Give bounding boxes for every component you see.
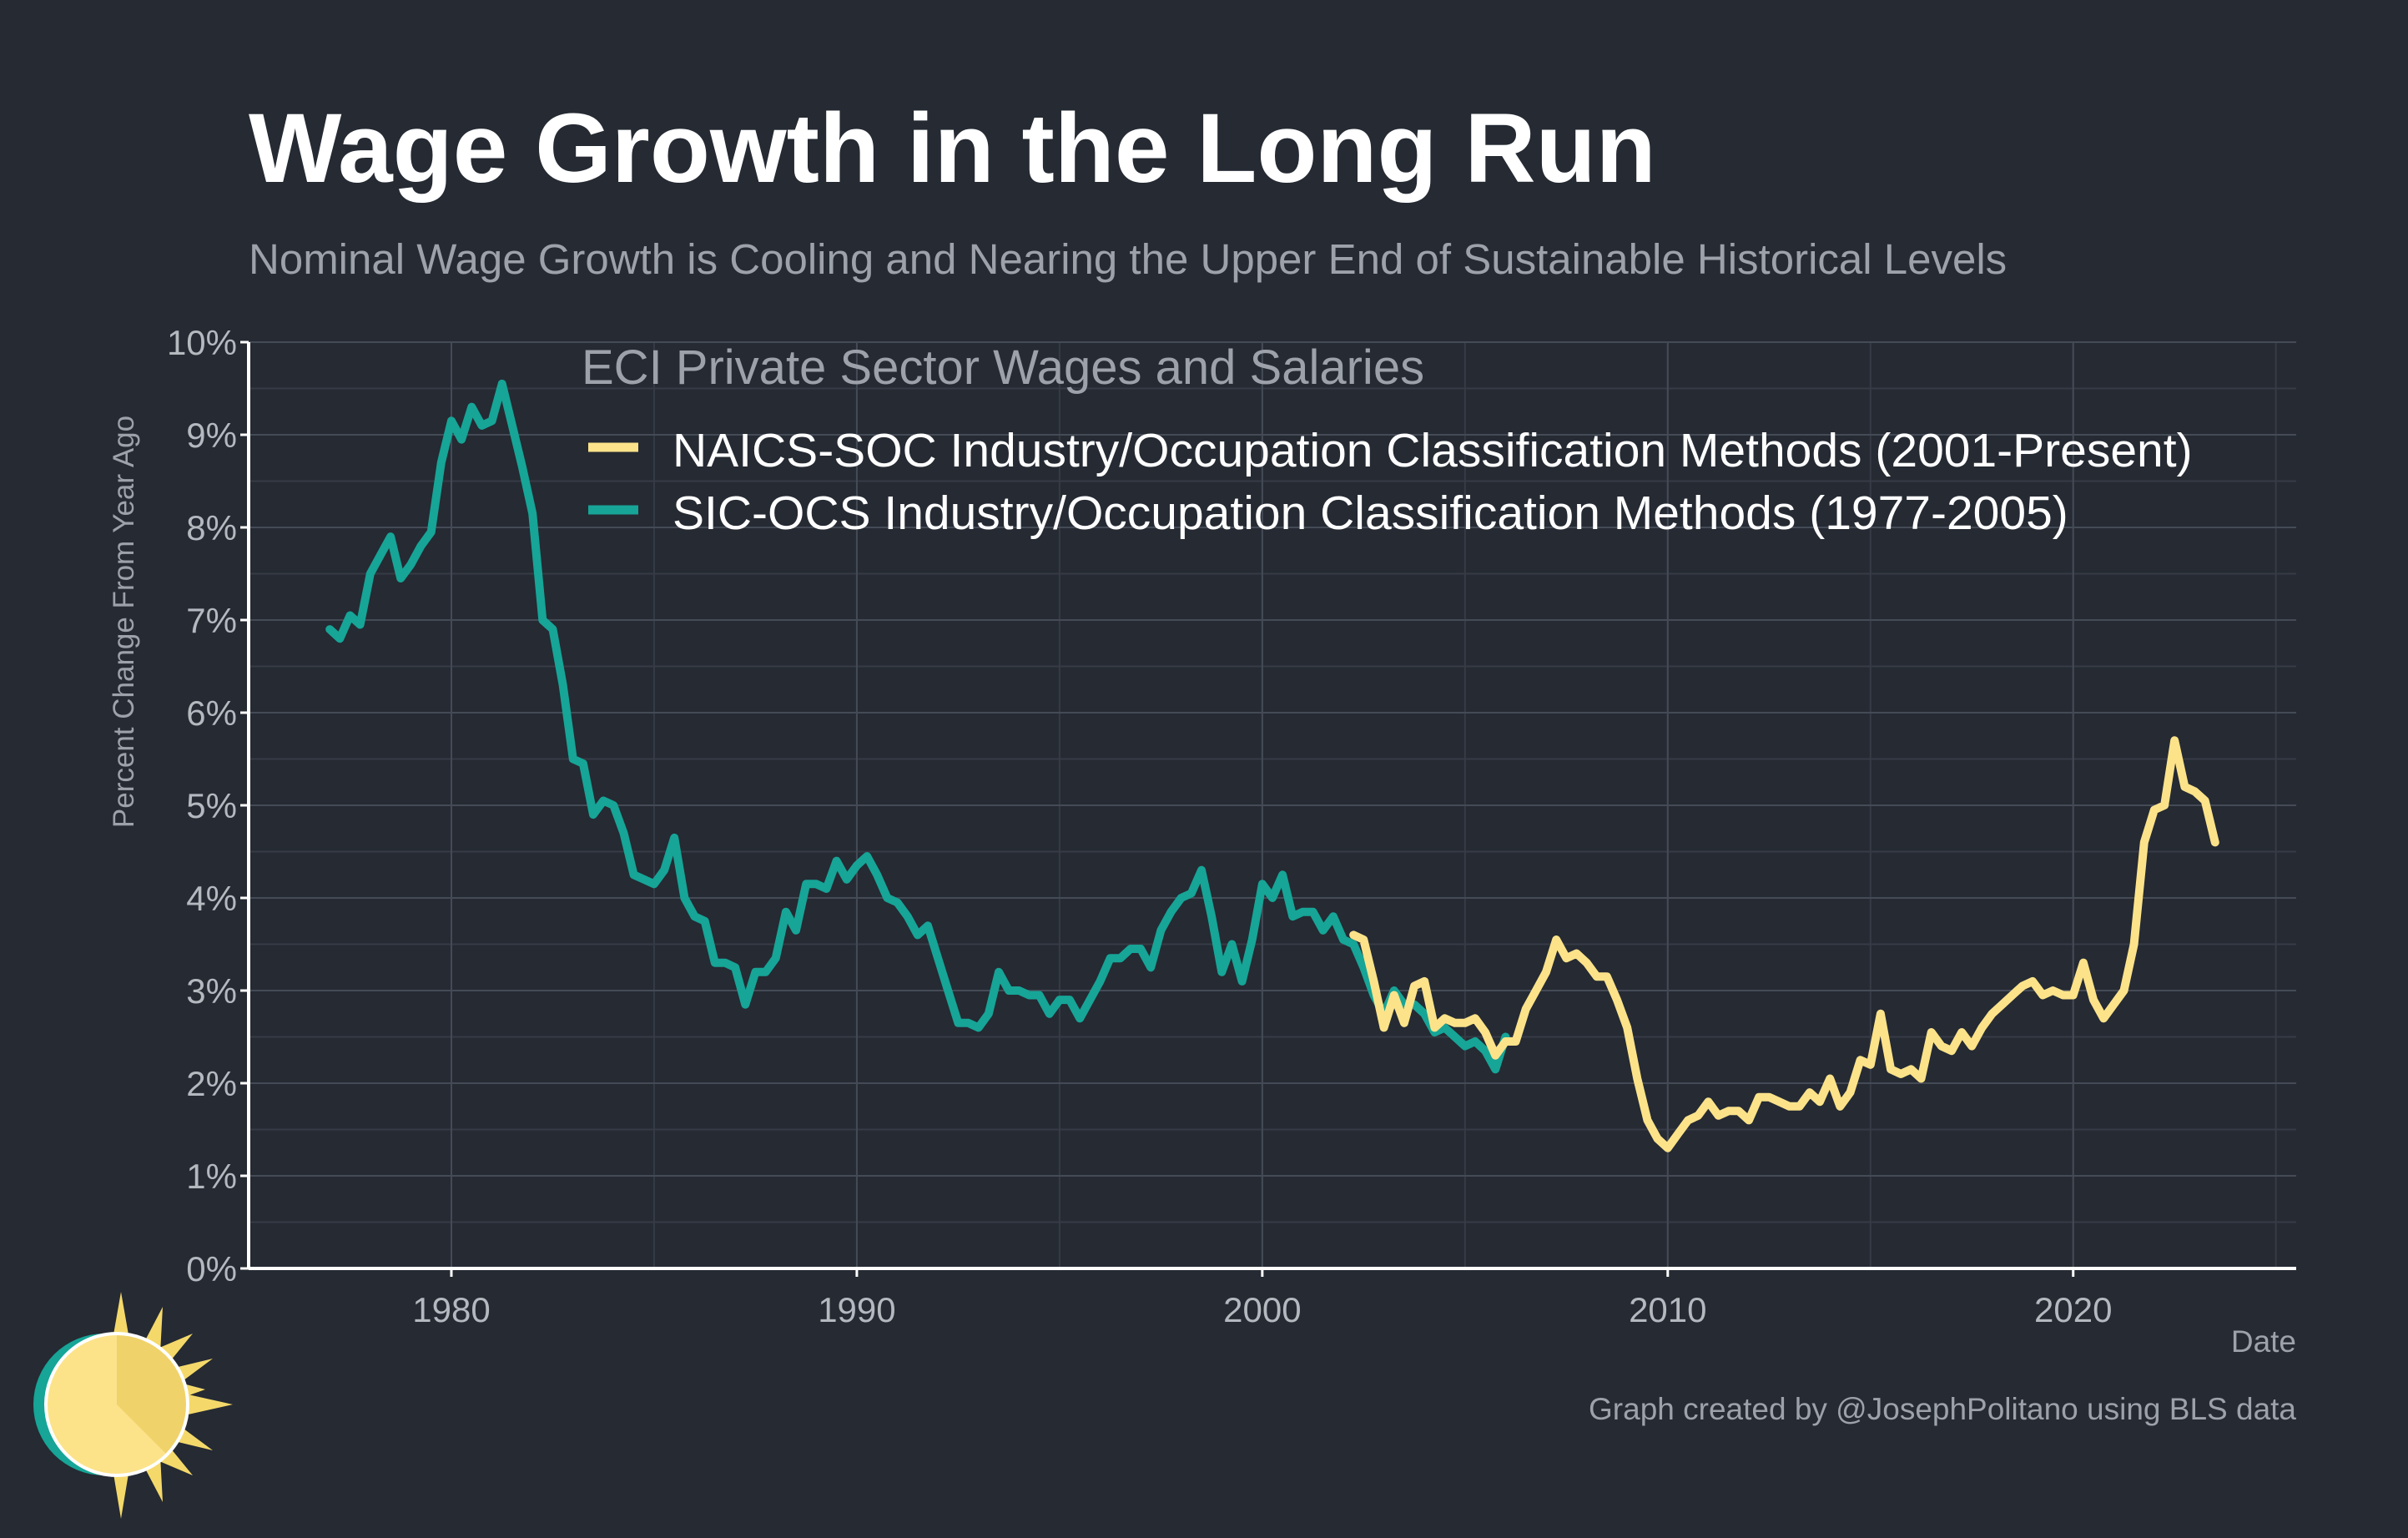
y-tick-label: 9% bbox=[186, 416, 237, 455]
sun-logo-icon bbox=[33, 1292, 233, 1519]
y-axis-label: Percent Change From Year Ago bbox=[108, 416, 140, 828]
credit-text: Graph created by @JosephPolitano using B… bbox=[1589, 1392, 2296, 1426]
x-axis-label: Date bbox=[2231, 1324, 2296, 1359]
y-tick-label: 0% bbox=[186, 1249, 237, 1288]
y-tick-label: 1% bbox=[186, 1157, 237, 1196]
x-tick-label: 2000 bbox=[1223, 1290, 1301, 1329]
chart-subtitle: Nominal Wage Growth is Cooling and Neari… bbox=[249, 235, 2007, 283]
x-tick-label: 1980 bbox=[412, 1290, 490, 1329]
y-tick-label: 3% bbox=[186, 971, 237, 1011]
plot-area bbox=[325, 379, 2219, 1152]
legend-label-sic-ocs: SIC-OCS Industry/Occupation Classificati… bbox=[673, 487, 2068, 540]
legend: ECI Private Sector Wages and Salaries NA… bbox=[582, 340, 2193, 540]
y-tick-label: 8% bbox=[186, 508, 237, 547]
chart-title: Wage Growth in the Long Run bbox=[249, 93, 1656, 204]
x-tick-label: 2020 bbox=[2034, 1290, 2112, 1329]
y-tick-label: 10% bbox=[167, 323, 237, 362]
grid bbox=[248, 341, 2296, 1269]
legend-label-naics-soc: NAICS-SOC Industry/Occupation Classifica… bbox=[673, 424, 2193, 477]
y-tick-label: 7% bbox=[186, 601, 237, 640]
x-tick-label: 2010 bbox=[1629, 1290, 1706, 1329]
series-line-sic-ocs bbox=[325, 379, 1510, 1074]
axes: 0% 1% 2% 3% 4% 5% 6% 7% 8% 9% 10% 1980 1990 2000 2010 2… bbox=[167, 323, 2296, 1329]
x-tick-label: 1990 bbox=[818, 1290, 895, 1329]
series-line-naics-soc bbox=[1349, 736, 2219, 1152]
y-tick-label: 2% bbox=[186, 1064, 237, 1103]
y-tick-label: 5% bbox=[186, 786, 237, 825]
legend-title: ECI Private Sector Wages and Salaries bbox=[582, 340, 1424, 395]
y-tick-label: 4% bbox=[186, 879, 237, 918]
y-tick-label: 6% bbox=[186, 693, 237, 733]
